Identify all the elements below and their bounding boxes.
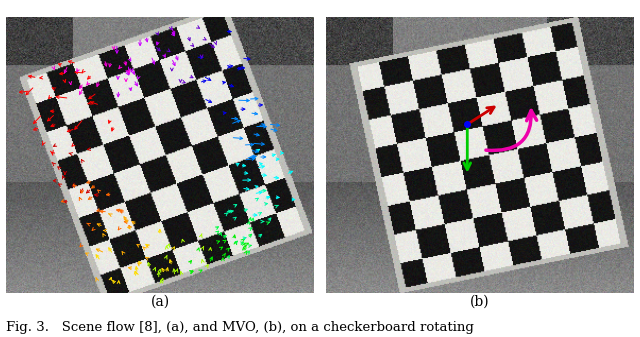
FancyArrowPatch shape bbox=[486, 111, 537, 150]
Text: (b): (b) bbox=[470, 294, 490, 308]
Text: (a): (a) bbox=[150, 294, 170, 308]
Text: Fig. 3.   Scene flow [8], (a), and MVO, (b), on a checkerboard rotating: Fig. 3. Scene flow [8], (a), and MVO, (b… bbox=[6, 320, 474, 334]
